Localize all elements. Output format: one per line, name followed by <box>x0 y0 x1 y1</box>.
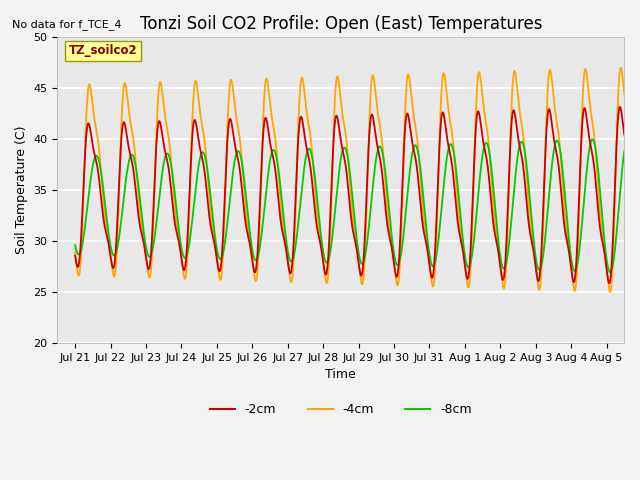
Line: -8cm: -8cm <box>75 139 624 272</box>
-2cm <box>576 167 584 172</box>
Line: -2cm: -2cm <box>75 107 624 283</box>
Text: No data for f_TCE_4: No data for f_TCE_4 <box>12 19 122 30</box>
-2cm <box>71 253 79 259</box>
Title: Tonzi Soil CO2 Profile: Open (East) Temperatures: Tonzi Soil CO2 Profile: Open (East) Temp… <box>140 15 542 33</box>
-4cm <box>606 289 614 295</box>
-4cm <box>617 65 625 71</box>
-4cm <box>576 175 584 180</box>
-8cm <box>589 136 596 142</box>
-8cm <box>606 269 614 275</box>
-4cm <box>604 271 611 276</box>
-8cm <box>576 240 584 246</box>
-8cm <box>604 263 611 268</box>
-2cm <box>332 113 340 119</box>
-8cm <box>470 236 478 242</box>
Y-axis label: Soil Temperature (C): Soil Temperature (C) <box>15 126 28 254</box>
-2cm <box>604 273 611 278</box>
Legend: -2cm, -4cm, -8cm: -2cm, -4cm, -8cm <box>205 398 477 421</box>
-2cm <box>302 141 310 146</box>
-4cm <box>307 132 314 138</box>
-4cm <box>71 250 79 256</box>
-4cm <box>302 103 310 108</box>
-8cm <box>71 242 79 248</box>
-8cm <box>332 197 340 203</box>
Line: -4cm: -4cm <box>75 68 624 292</box>
-2cm <box>470 161 478 167</box>
-8cm <box>307 147 314 153</box>
-4cm <box>332 80 340 85</box>
X-axis label: Time: Time <box>326 368 356 381</box>
-2cm <box>616 104 624 110</box>
Text: TZ_soilco2: TZ_soilco2 <box>68 44 138 57</box>
-4cm <box>620 92 628 97</box>
-4cm <box>470 166 478 171</box>
-2cm <box>307 163 314 169</box>
-8cm <box>620 148 628 154</box>
-2cm <box>620 132 628 137</box>
-2cm <box>605 280 613 286</box>
-8cm <box>302 155 310 160</box>
